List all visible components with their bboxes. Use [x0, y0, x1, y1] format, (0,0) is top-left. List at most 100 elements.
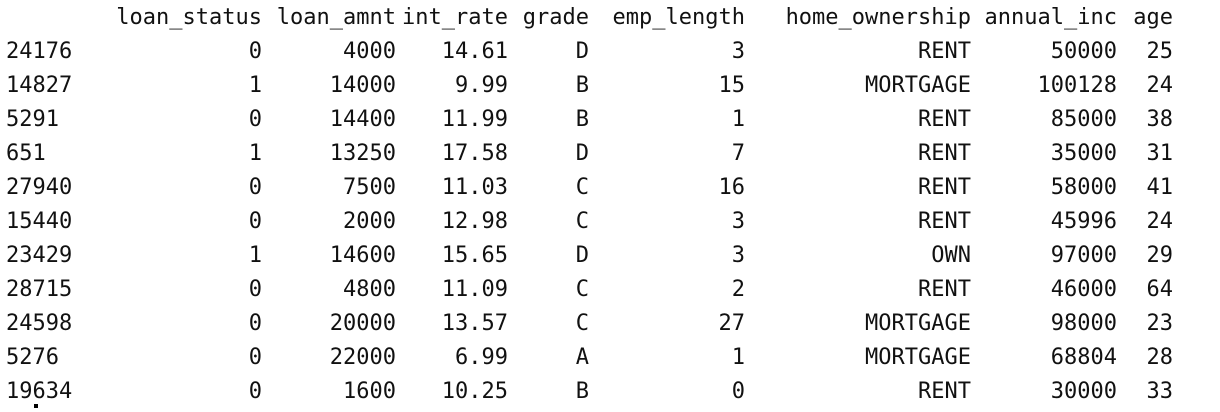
cell-annual-inc: 98000: [1050, 311, 1117, 336]
cell-loan-amnt: 7500: [343, 175, 396, 200]
cell-loan-amnt: 1600: [343, 379, 396, 404]
row-index: 28715: [6, 277, 73, 302]
column-header-loan-amnt: loan_amnt: [276, 5, 396, 30]
cell-loan-amnt: 14600: [329, 243, 396, 268]
cell-emp-length: 16: [718, 175, 746, 200]
cell-grade: B: [575, 379, 589, 404]
cell-loan-amnt: 22000: [329, 345, 396, 370]
column-header-loan-status: loan_status: [116, 5, 262, 30]
table-row: 15440 0 2000 12.98 C 3 RENT 45996 24: [6, 205, 1173, 239]
cell-grade: D: [575, 243, 589, 268]
cell-grade: C: [575, 175, 589, 200]
cell-home-ownership: RENT: [918, 175, 971, 200]
cell-age: 24: [1146, 73, 1174, 98]
cell-grade: C: [575, 209, 589, 234]
cell-age: 31: [1146, 141, 1174, 166]
table-row: 27940 0 7500 11.03 C 16 RENT 58000 41: [6, 171, 1173, 205]
cell-annual-inc: 30000: [1050, 379, 1117, 404]
cell-home-ownership: MORTGAGE: [865, 73, 971, 98]
cell-age: 33: [1146, 379, 1174, 404]
table-row: 14827 1 14000 9.99 B 15 MORTGAGE 100128 24: [6, 69, 1173, 103]
table-row: 19634 0 1600 10.25 B 0 RENT 30000 33: [6, 375, 1173, 409]
table-row: 5276 0 22000 6.99 A 1 MORTGAGE 68804 28: [6, 341, 1173, 375]
cell-loan-amnt: 20000: [329, 311, 396, 336]
cell-age: 28: [1146, 345, 1174, 370]
cell-int-rate: 9.99: [455, 73, 508, 98]
cell-grade: B: [575, 73, 589, 98]
cell-annual-inc: 46000: [1050, 277, 1117, 302]
cell-emp-length: 3: [731, 39, 745, 64]
cell-home-ownership: RENT: [918, 107, 971, 132]
cell-loan-amnt: 13250: [329, 141, 396, 166]
cell-int-rate: 6.99: [455, 345, 508, 370]
dataframe-table: loan_status loan_amnt int_rate grade emp…: [6, 1, 1173, 409]
cell-annual-inc: 85000: [1050, 107, 1117, 132]
row-index: 14827: [6, 73, 73, 98]
cell-loan-amnt: 4000: [343, 39, 396, 64]
cell-annual-inc: 35000: [1050, 141, 1117, 166]
cell-age: 41: [1146, 175, 1174, 200]
cell-loan-amnt: 14000: [329, 73, 396, 98]
cell-emp-length: 0: [731, 379, 745, 404]
cell-loan-status: 0: [248, 277, 262, 302]
text-cursor: [34, 404, 38, 408]
cell-int-rate: 11.09: [441, 277, 508, 302]
header-row: loan_status loan_amnt int_rate grade emp…: [6, 1, 1173, 35]
cell-annual-inc: 45996: [1050, 209, 1117, 234]
table-row: 24176 0 4000 14.61 D 3 RENT 50000 25: [6, 35, 1173, 69]
row-index: 19634: [6, 379, 73, 404]
row-index: 27940: [6, 175, 73, 200]
cell-grade: D: [575, 141, 589, 166]
cell-age: 64: [1146, 277, 1174, 302]
cell-emp-length: 1: [731, 345, 745, 370]
row-index: 5276: [6, 345, 59, 370]
cell-loan-status: 0: [248, 107, 262, 132]
cell-int-rate: 13.57: [441, 311, 508, 336]
cell-loan-status: 0: [248, 209, 262, 234]
cell-int-rate: 11.99: [441, 107, 508, 132]
cell-home-ownership: MORTGAGE: [865, 311, 971, 336]
cell-loan-status: 1: [248, 73, 262, 98]
table-row: 28715 0 4800 11.09 C 2 RENT 46000 64: [6, 273, 1173, 307]
cell-loan-amnt: 4800: [343, 277, 396, 302]
cell-loan-status: 0: [248, 175, 262, 200]
cell-grade: B: [575, 107, 589, 132]
cell-grade: C: [575, 277, 589, 302]
column-header-annual-inc: annual_inc: [984, 5, 1117, 30]
table-body: 24176 0 4000 14.61 D 3 RENT 50000 25 14827 1 14000 9…: [6, 35, 1173, 409]
index-header: [6, 1, 94, 35]
column-header-home-ownership: home_ownership: [785, 5, 971, 30]
cell-emp-length: 3: [731, 243, 745, 268]
table-row: 23429 1 14600 15.65 D 3 OWN 97000 29: [6, 239, 1173, 273]
table-row: 24598 0 20000 13.57 C 27 MORTGAGE 98000 23: [6, 307, 1173, 341]
cell-home-ownership: MORTGAGE: [865, 345, 971, 370]
cell-emp-length: 2: [731, 277, 745, 302]
cell-emp-length: 27: [718, 311, 746, 336]
cell-emp-length: 1: [731, 107, 745, 132]
row-index: 23429: [6, 243, 73, 268]
cell-home-ownership: OWN: [931, 243, 971, 268]
cell-int-rate: 10.25: [441, 379, 508, 404]
row-index: 5291: [6, 107, 59, 132]
cell-grade: D: [575, 39, 589, 64]
row-index: 15440: [6, 209, 73, 234]
cell-grade: A: [575, 345, 589, 370]
cell-home-ownership: RENT: [918, 379, 971, 404]
column-header-grade: grade: [522, 5, 589, 30]
table-row: 651 1 13250 17.58 D 7 RENT 35000 31: [6, 137, 1173, 171]
cell-home-ownership: RENT: [918, 277, 971, 302]
cell-emp-length: 7: [731, 141, 745, 166]
cell-int-rate: 11.03: [441, 175, 508, 200]
cell-loan-status: 0: [248, 345, 262, 370]
column-header-emp-length: emp_length: [612, 5, 745, 30]
cell-home-ownership: RENT: [918, 209, 971, 234]
cell-annual-inc: 50000: [1050, 39, 1117, 64]
cell-int-rate: 15.65: [441, 243, 508, 268]
row-index: 24176: [6, 39, 73, 64]
cell-age: 24: [1146, 209, 1174, 234]
cell-home-ownership: RENT: [918, 39, 971, 64]
cell-annual-inc: 58000: [1050, 175, 1117, 200]
cell-annual-inc: 100128: [1037, 73, 1117, 98]
cell-int-rate: 14.61: [441, 39, 508, 64]
